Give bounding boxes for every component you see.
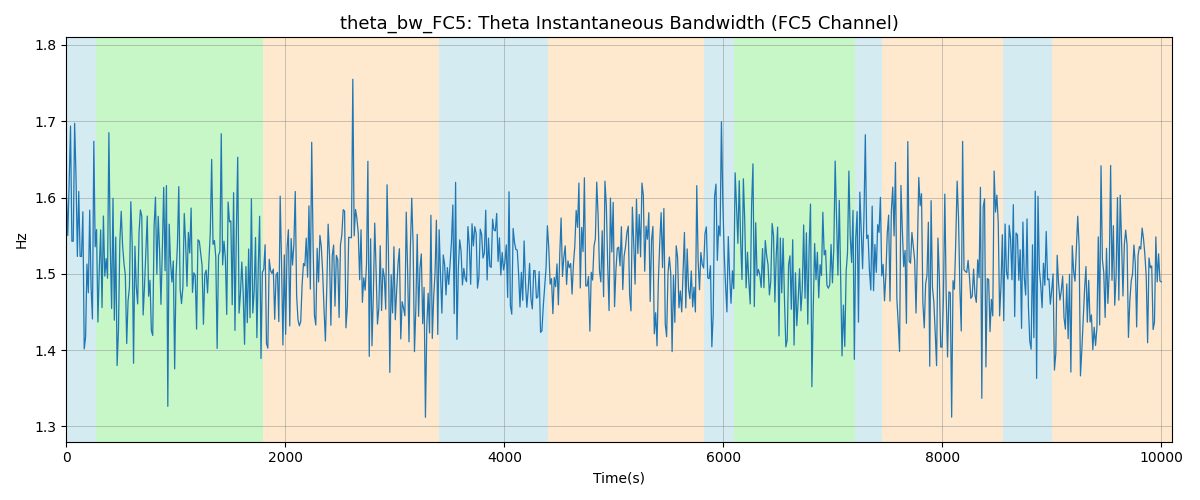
X-axis label: Time(s): Time(s) (593, 471, 646, 485)
Bar (734, 38, 854, 442)
Bar (264, 38, 439, 442)
Bar (96, 38, 264, 442)
Bar (1052, 38, 1172, 442)
Bar (703, 38, 734, 442)
Bar (439, 38, 548, 442)
Bar (882, 38, 1002, 442)
Bar (854, 38, 882, 442)
Y-axis label: Hz: Hz (16, 230, 29, 248)
Bar (1002, 38, 1052, 442)
Title: theta_bw_FC5: Theta Instantaneous Bandwidth (FC5 Channel): theta_bw_FC5: Theta Instantaneous Bandwi… (340, 15, 899, 34)
Bar (548, 38, 703, 442)
Bar (66, 38, 96, 442)
